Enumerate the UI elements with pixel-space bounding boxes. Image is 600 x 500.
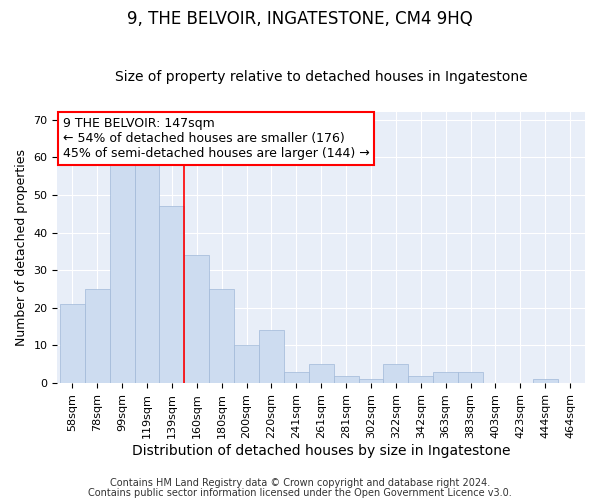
Bar	[85, 289, 110, 383]
Bar	[184, 255, 209, 383]
Text: Contains HM Land Registry data © Crown copyright and database right 2024.: Contains HM Land Registry data © Crown c…	[110, 478, 490, 488]
Text: 9 THE BELVOIR: 147sqm
← 54% of detached houses are smaller (176)
45% of semi-det: 9 THE BELVOIR: 147sqm ← 54% of detached …	[62, 118, 370, 160]
Text: 9, THE BELVOIR, INGATESTONE, CM4 9HQ: 9, THE BELVOIR, INGATESTONE, CM4 9HQ	[127, 10, 473, 28]
Bar	[134, 165, 160, 383]
Bar	[209, 289, 234, 383]
X-axis label: Distribution of detached houses by size in Ingatestone: Distribution of detached houses by size …	[132, 444, 511, 458]
Bar	[359, 380, 383, 383]
Bar	[60, 304, 85, 383]
Bar	[533, 380, 557, 383]
Bar	[334, 376, 359, 383]
Bar	[383, 364, 409, 383]
Bar	[234, 346, 259, 383]
Bar	[409, 376, 433, 383]
Bar	[309, 364, 334, 383]
Bar	[110, 165, 134, 383]
Bar	[458, 372, 483, 383]
Bar	[284, 372, 309, 383]
Text: Contains public sector information licensed under the Open Government Licence v3: Contains public sector information licen…	[88, 488, 512, 498]
Bar	[433, 372, 458, 383]
Bar	[160, 206, 184, 383]
Title: Size of property relative to detached houses in Ingatestone: Size of property relative to detached ho…	[115, 70, 527, 85]
Y-axis label: Number of detached properties: Number of detached properties	[15, 149, 28, 346]
Bar	[259, 330, 284, 383]
